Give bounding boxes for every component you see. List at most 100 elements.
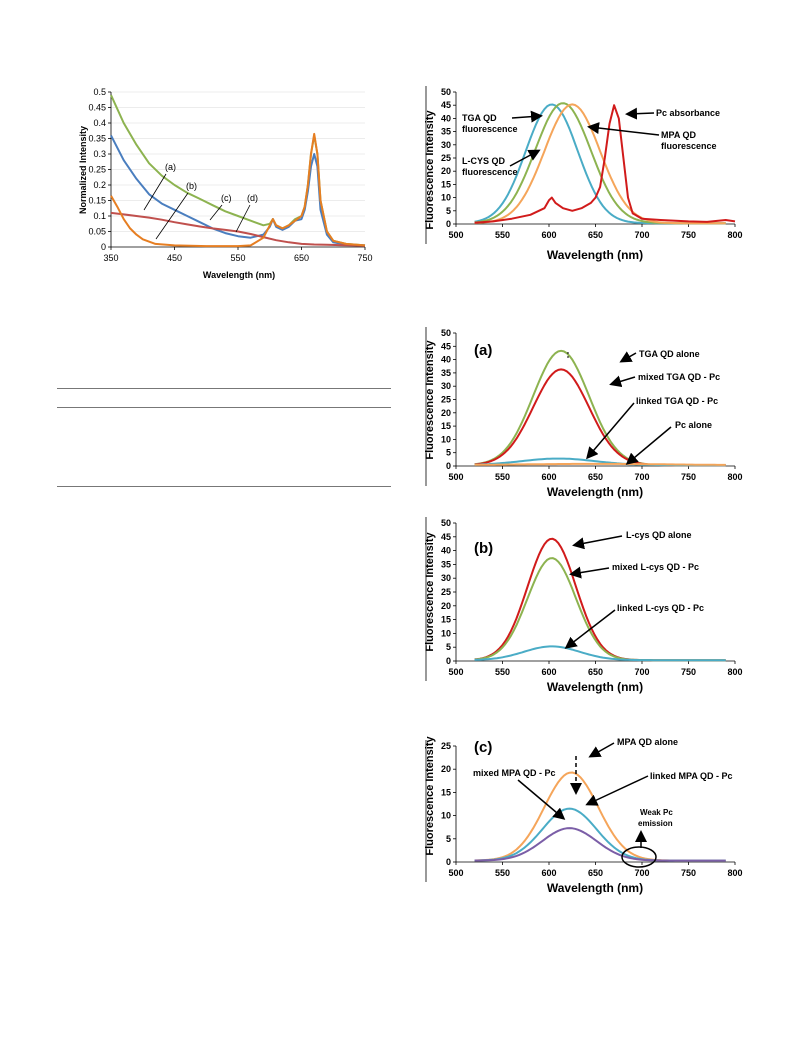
y-axis-label: Fluorescence Intensity [424,736,436,856]
y-tick-label: 50 [441,518,451,528]
label-tga-alone: TGA QD alone [639,349,700,359]
arrow [517,779,566,820]
annotation-c: (c) [221,193,232,203]
y-tick-label: 0.1 [93,211,106,221]
y-axis-label: Fluorescence Intensity [424,110,436,230]
x-tick-label: 450 [167,253,182,263]
x-tick-label: 500 [448,230,463,240]
y-tick-label: 0.15 [88,196,106,206]
x-tick-label: 550 [230,253,245,263]
label-mpa-qd: MPA QD [661,130,696,140]
arrow-c [209,204,223,221]
y-tick-label: 35 [441,127,451,137]
x-tick-label: 700 [634,472,649,482]
y-tick-label: 10 [441,811,451,821]
panel-label: (c) [474,739,492,756]
x-axis-label: Wavelength (nm) [203,270,275,280]
y-tick-label: 50 [441,328,451,338]
y-tick-label: 20 [441,764,451,774]
panel-label: (a) [474,342,492,359]
y-tick-label: 20 [441,166,451,176]
y-tick-label: 10 [441,628,451,638]
y-tick-label: 0.35 [88,134,106,144]
label-emission: emission [638,819,673,828]
y-tick-label: 15 [441,421,451,431]
x-tick-label: 700 [634,667,649,677]
y-tick-label: 15 [441,615,451,625]
x-tick-label: 500 [448,472,463,482]
panel-label: (b) [474,540,493,557]
series-line-2 [110,211,366,247]
x-tick-label: 700 [634,230,649,240]
arrow [625,107,655,120]
label-linked-mpa: linked MPA QD - Pc [650,771,733,781]
arrow [588,742,615,758]
label-pc-abs: Pc absorbance [656,108,720,118]
y-tick-label: 10 [441,434,451,444]
arrow-a [143,173,167,211]
y-tick-label: 45 [441,532,451,542]
y-tick-label: 35 [441,368,451,378]
x-tick-label: 750 [681,472,696,482]
y-tick-label: 45 [441,100,451,110]
arrow [609,375,636,388]
x-tick-label: 550 [495,667,510,677]
y-tick-label: 50 [441,87,451,97]
y-tick-label: 10 [441,193,451,203]
arrow [572,535,623,550]
x-tick-label: 600 [541,230,556,240]
annotation-b: (b) [186,181,197,191]
annotation-a: (a) [165,162,176,172]
x-tick-label: 800 [727,667,742,677]
label-tga-qd: TGA QD [462,113,497,123]
y-tick-label: 0 [446,219,451,229]
x-tick-label: 800 [727,868,742,878]
x-tick-label: 800 [727,472,742,482]
y-tick-label: 0.45 [88,103,106,113]
y-tick-label: 0 [101,242,106,252]
arrow [569,566,610,579]
x-tick-label: 750 [681,230,696,240]
arrow [511,110,543,123]
x-tick-label: 600 [541,667,556,677]
y-tick-label: 0.2 [93,180,106,190]
y-tick-label: 0.5 [93,87,106,97]
y-tick-label: 30 [441,381,451,391]
arrow [619,351,637,363]
label-mixed-tga: mixed TGA QD - Pc [638,372,720,382]
arrow [564,609,616,649]
y-tick-label: 5 [446,206,451,216]
y-tick-label: 25 [441,395,451,405]
x-tick-label: 550 [495,472,510,482]
x-tick-label: 550 [495,868,510,878]
arrow [625,426,672,465]
label-mpa-alone: MPA QD alone [617,737,678,747]
label-mpa-fluor: fluorescence [661,141,717,151]
y-tick-label: 35 [441,559,451,569]
x-tick-label: 650 [294,253,309,263]
series-line-2 [474,103,726,225]
x-tick-label: 650 [588,667,603,677]
x-tick-label: 650 [588,230,603,240]
y-tick-label: 30 [441,573,451,583]
x-tick-label: 800 [727,230,742,240]
x-axis-label: Wavelength (nm) [547,485,643,499]
x-tick-label: 750 [681,667,696,677]
y-tick-label: 25 [441,153,451,163]
label-linked-lcys: linked L-cys QD - Pc [617,603,704,613]
label-lcys-alone: L-cys QD alone [626,530,692,540]
y-tick-label: 40 [441,355,451,365]
label-mixed-mpa: mixed MPA QD - Pc [473,768,556,778]
y-tick-label: 5 [446,642,451,652]
y-tick-label: 0.25 [88,165,106,175]
arrow-d [235,204,251,233]
weak-pc-emission-circle [621,846,657,868]
y-tick-label: 0 [446,461,451,471]
x-tick-label: 500 [448,868,463,878]
x-tick-label: 550 [495,230,510,240]
y-tick-label: 0.3 [93,149,106,159]
x-tick-label: 650 [588,868,603,878]
y-tick-label: 15 [441,179,451,189]
